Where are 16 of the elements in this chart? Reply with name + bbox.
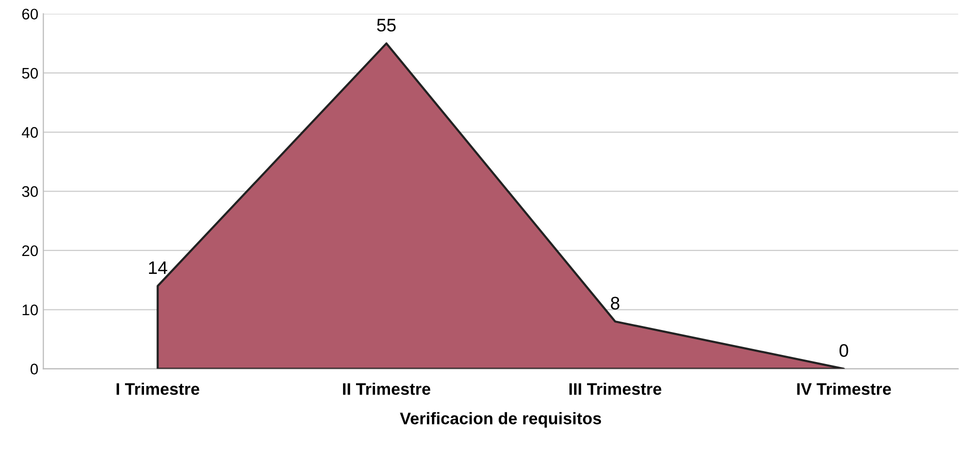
- y-tick-label: 30: [22, 186, 38, 197]
- y-tick-label: 60: [22, 8, 38, 20]
- data-label: 0: [840, 344, 848, 357]
- data-label: 14: [149, 261, 168, 274]
- data-label: 55: [377, 18, 396, 32]
- x-tick-label: IV Trimestre: [797, 382, 891, 395]
- x-axis-title: Verificacion de requisitos: [400, 412, 602, 428]
- y-tick-label: 40: [22, 127, 38, 138]
- y-tick-label: 0: [30, 364, 38, 374]
- y-tick-label: 50: [22, 68, 38, 79]
- y-tick-label: 10: [22, 304, 38, 316]
- y-tick-label: 20: [22, 245, 38, 256]
- x-tick-label: III Trimestre: [569, 382, 662, 395]
- data-label: 8: [610, 296, 620, 310]
- x-tick-label: II Trimestre: [343, 382, 430, 395]
- x-tick-label: I Trimestre: [116, 382, 200, 395]
